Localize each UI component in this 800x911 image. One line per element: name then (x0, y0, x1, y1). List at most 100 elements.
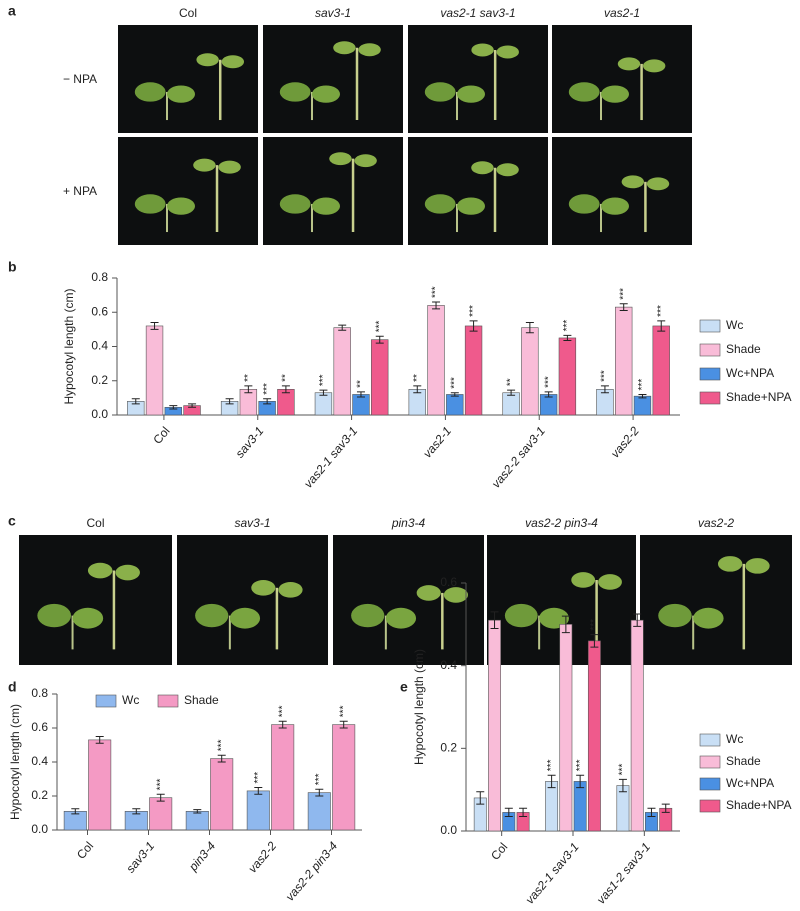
leaf (471, 43, 494, 57)
leaf (312, 85, 340, 103)
leaf (37, 603, 72, 628)
error-bar (638, 393, 647, 399)
leaf (693, 607, 724, 629)
column-label: sav3-1 (315, 6, 351, 20)
seedlings (279, 152, 377, 233)
error-bar (618, 778, 627, 793)
leaf (496, 45, 519, 59)
leaf (329, 152, 352, 166)
bar (149, 797, 173, 831)
leaf (115, 564, 140, 581)
x-tick-label: vas2-1 (420, 424, 454, 461)
significance: *** (277, 705, 288, 717)
bar (587, 640, 601, 832)
bar (427, 305, 445, 416)
photo (408, 137, 548, 245)
error-bar (476, 791, 485, 805)
significance: *** (314, 773, 325, 785)
error-bar (156, 793, 165, 802)
significance: *** (589, 619, 600, 631)
leaf (218, 160, 241, 174)
leaf (196, 53, 219, 67)
error-bar (450, 392, 459, 397)
seedlings (568, 175, 670, 233)
error-bar (244, 385, 253, 394)
photo (408, 25, 548, 133)
significance: *** (374, 320, 385, 332)
x-tick-label: Col (488, 840, 510, 863)
leaf (424, 82, 456, 102)
photo (177, 535, 328, 665)
error-bar (338, 324, 347, 331)
error-bar (131, 398, 140, 405)
y-axis-label: Hypocotyl length (cm) (62, 288, 76, 404)
error-bar (254, 787, 263, 795)
leaf (443, 587, 468, 603)
legend-label: Shade+NPA (726, 798, 792, 812)
legend-label: Shade (726, 754, 761, 768)
seedlings (658, 556, 770, 650)
error-bar (132, 808, 141, 815)
x-tick-label: vas2-2 (245, 839, 279, 876)
legend-label: Wc (122, 693, 139, 707)
column-label: vas2-1 sav3-1 (440, 6, 515, 20)
error-bar (278, 720, 287, 729)
y-tick-label: 0.8 (31, 686, 48, 700)
x-tick-label: vas1-2 sav3-1 (594, 840, 653, 906)
leaf (598, 574, 622, 590)
error-bar (193, 809, 202, 814)
legend-label: Wc+NPA (726, 366, 774, 380)
error-bar (150, 322, 159, 330)
bar (352, 394, 370, 416)
significance: *** (618, 764, 629, 776)
leaf (717, 556, 743, 572)
seedlings (424, 161, 519, 233)
leaf (568, 82, 600, 102)
leaf (646, 177, 670, 191)
bar (314, 392, 333, 416)
legend-label: Shade (726, 342, 761, 356)
legend-label: Wc+NPA (726, 776, 774, 790)
significance: *** (216, 739, 227, 751)
seedlings (568, 57, 666, 121)
leaf (496, 163, 519, 177)
error-bar (647, 807, 656, 818)
leaf (229, 607, 261, 629)
leaf (195, 603, 229, 628)
x-tick-label: pin3-4 (185, 839, 218, 875)
error-bar (576, 774, 585, 789)
x-tick-label: vas2-2 pin3-4 (283, 839, 341, 904)
leaf (72, 607, 104, 629)
x-tick-label: vas2-2 (608, 424, 642, 461)
seedlings (134, 53, 245, 121)
significance: *** (155, 779, 166, 791)
legend-swatch (95, 694, 117, 708)
bar (332, 724, 356, 831)
error-bar (281, 385, 290, 394)
bar (145, 325, 164, 416)
legend-swatch (699, 777, 721, 791)
legend-swatch (699, 319, 721, 333)
x-tick-label: vas2-1 sav3-1 (523, 840, 582, 906)
seedlings (37, 562, 140, 650)
panel-label: e (400, 679, 408, 695)
bar (307, 792, 331, 831)
leaf (193, 158, 216, 172)
legend-swatch (699, 391, 721, 405)
y-tick-label: 0.6 (440, 575, 457, 589)
leaf (279, 194, 311, 214)
error-bar (504, 807, 513, 818)
bar (371, 339, 389, 416)
panel-label: c (8, 513, 16, 529)
leaf (658, 603, 692, 628)
photo (118, 137, 258, 245)
significance: *** (618, 288, 629, 300)
bar (271, 724, 295, 831)
seedlings (134, 158, 241, 233)
error-bar (619, 303, 628, 312)
error-bar (356, 391, 365, 398)
error-bar (71, 808, 80, 815)
leaf (221, 55, 245, 69)
leaf (571, 572, 596, 588)
